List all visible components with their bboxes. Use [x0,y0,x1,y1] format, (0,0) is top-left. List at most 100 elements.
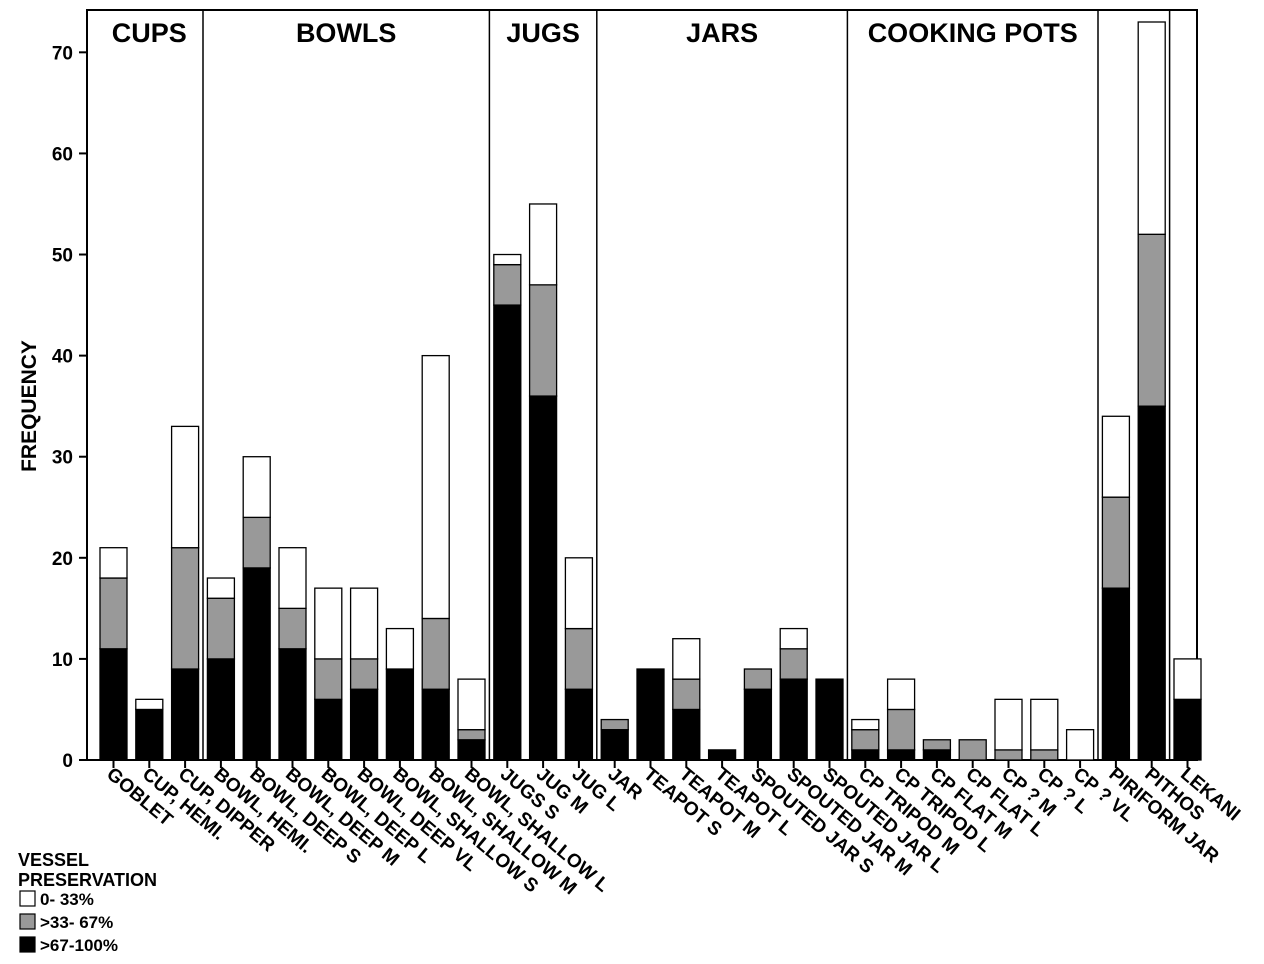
bar-segment [278,607,307,650]
bar-segment [314,658,343,700]
bar-segment [1101,496,1131,589]
legend-swatch [19,936,36,953]
group-label: CUPS [112,18,187,48]
bar-segment [457,678,486,731]
legend-swatch [19,913,36,930]
bar-segment [1137,405,1166,761]
bar-segment [1173,698,1202,761]
bar-segment [886,708,916,751]
bar-segment [99,648,128,761]
bar-segment [278,547,307,610]
bar-segment [206,577,236,599]
group-dividers [202,10,1171,760]
legend-title: PRESERVATION [18,870,157,890]
bar-segment [564,627,594,690]
y-tick-label: 40 [52,347,73,368]
bar-segment [385,627,415,670]
bars [99,21,1202,761]
bar-segment [314,698,343,761]
bar-segment [493,263,522,306]
bar-segment [672,638,701,680]
bar-segment [886,678,916,711]
bar-segment [886,749,916,761]
bar-segment [206,597,236,660]
bar-segment [600,729,629,761]
bar-segment [1137,21,1166,235]
bar-segment [493,304,522,761]
bar-segment [564,557,594,630]
group-label: COOKING POTS [868,18,1078,48]
bar-segment [851,729,880,751]
bar-segment [1101,587,1131,761]
bar-segment [242,516,271,569]
bar-segment [815,678,844,761]
bar-segment [99,547,128,579]
bar-segment [170,547,200,670]
bar-segment [242,456,271,519]
y-tick-label: 0 [62,751,73,772]
legend-swatch [19,890,36,907]
legend-title: VESSEL [18,850,89,870]
bar-segment [958,739,987,761]
legend-label: >33- 67% [40,913,113,932]
bar-segment [349,587,379,660]
bar-segment [707,749,737,761]
bar-segment [349,658,379,690]
bar-segment [1065,729,1095,761]
bar-segment [672,708,701,761]
bar-segment [922,739,952,751]
group-label: JUGS [506,18,580,48]
bar-segment [206,658,236,761]
bar-segment [1030,749,1059,761]
y-tick-label: 30 [52,448,73,469]
bar-segment [457,729,486,741]
bar-segment [421,688,450,761]
bar-segment [421,354,450,620]
group-label: JARS [686,18,758,48]
bar-segment [564,688,594,761]
bar-segment [457,739,486,761]
y-tick-label: 20 [52,549,73,570]
bar-segment [600,718,629,731]
bar-segment [170,668,200,761]
bar-segment [743,668,773,690]
legend-label: >67-100% [40,936,118,955]
bar-segment [672,678,701,711]
bar-segment [779,627,808,650]
y-axis-title: FREQUENCY [18,340,41,472]
bar-segment [1101,415,1131,498]
group-label: BOWLS [296,18,397,48]
bar-segment [349,688,379,761]
bar-segment [1173,658,1202,700]
group-labels: CUPS BOWLS JUGS JARS COOKING POTS [112,18,1078,48]
bar-segment [636,668,665,761]
bar-segment [385,668,415,761]
bar-segment [994,749,1023,761]
bar-segment [528,284,558,397]
bar-segment [99,577,128,650]
bar-segment [135,698,164,711]
bar-segment [922,749,952,761]
y-tick-label: 10 [52,650,73,671]
bar-segment [170,425,200,549]
bar-segment [314,587,343,660]
y-axis: 0 10 20 30 40 50 60 70 [52,10,88,772]
bar-segment [743,688,773,761]
bar-segment [851,749,880,761]
bar-segment [493,253,522,266]
y-tick-label: 70 [52,43,73,64]
bar-segment [528,395,558,761]
bar-segment [278,648,307,761]
y-tick-label: 60 [52,144,73,165]
bar-segment [242,567,271,761]
bar-segment [528,203,558,286]
bar-segment [1030,698,1059,751]
y-tick-label: 50 [52,246,73,267]
bar-segment [851,718,880,731]
bar-segment [779,648,808,680]
bar-segment [779,678,808,761]
bar-segment [1137,233,1166,407]
